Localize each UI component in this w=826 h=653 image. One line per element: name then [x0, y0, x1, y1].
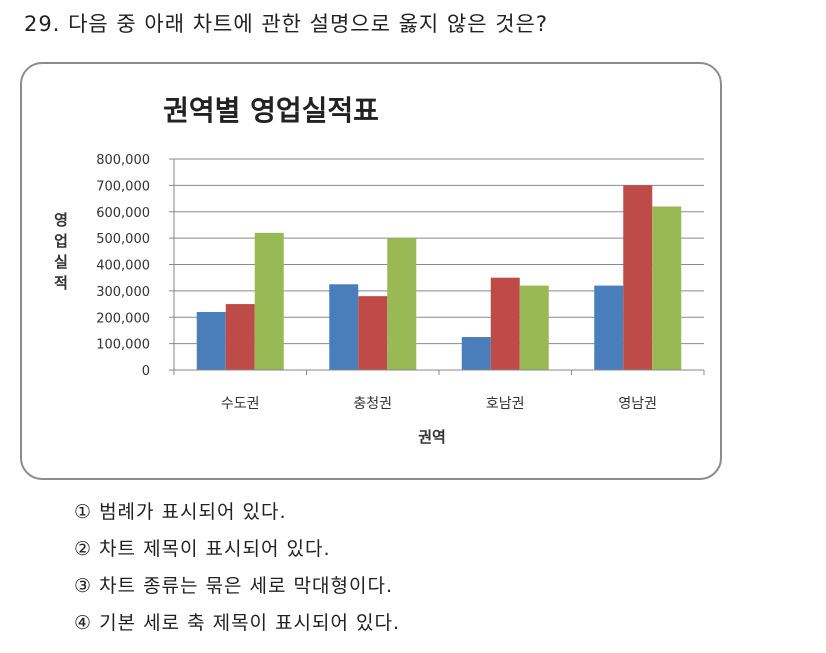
choice-2[interactable]: ② 차트 제목이 표시되어 있다. — [74, 538, 331, 560]
chart-title: 권역별 영업실적표 — [163, 94, 379, 127]
y-tick-label: 400,000 — [96, 259, 150, 274]
bar-series1-1 — [196, 311, 226, 370]
bar-series2-3 — [490, 277, 520, 370]
bar-series3-2 — [387, 238, 417, 370]
x-category-label: 수도권 — [221, 396, 260, 412]
choice-3[interactable]: ③ 차트 종류는 묶은 세로 막대형이다. — [74, 575, 393, 597]
y-tick-label: 300,000 — [96, 285, 150, 300]
x-axis-title: 권역 — [418, 428, 446, 446]
x-category-label: 호남권 — [486, 396, 525, 412]
bar-series2-4 — [623, 185, 653, 370]
choice-4[interactable]: ④ 기본 세로 축 제목이 표시되어 있다. — [74, 612, 401, 634]
bar-series3-3 — [519, 285, 549, 370]
bar-series1-2 — [329, 284, 359, 370]
chart-frame — [20, 62, 722, 480]
y-axis-title-char: 적 — [54, 274, 68, 292]
y-tick-label: 200,000 — [96, 311, 150, 326]
bar-series3-4 — [652, 206, 682, 370]
y-tick-label: 100,000 — [96, 338, 150, 353]
y-tick-label: 0 — [142, 364, 150, 379]
y-axis-title-char: 실 — [54, 253, 68, 271]
y-tick-label: 500,000 — [96, 232, 150, 247]
y-axis-title-char: 업 — [54, 232, 68, 250]
choice-1[interactable]: ① 범례가 표시되어 있다. — [74, 501, 287, 523]
x-category-label: 영남권 — [618, 396, 657, 412]
bar-series3-1 — [254, 232, 284, 370]
answer-choices: ① 범례가 표시되어 있다. ② 차트 제목이 표시되어 있다. ③ 차트 종류… — [74, 498, 400, 646]
y-axis-title-char: 영 — [54, 211, 68, 229]
y-tick-label: 800,000 — [96, 153, 150, 168]
bar-chart: 권역별 영업실적표 0 100,000 200,000 300,000 400,000 5… — [96, 94, 705, 446]
bar-series2-2 — [358, 296, 388, 370]
y-tick-label: 700,000 — [96, 179, 150, 194]
bar-series2-1 — [225, 304, 255, 370]
question-text: 29. 다음 중 아래 차트에 관한 설명으로 옳지 않은 것은? — [24, 12, 549, 36]
y-tick-label: 600,000 — [96, 206, 150, 221]
x-category-label: 충청권 — [353, 396, 392, 412]
bar-series1-3 — [461, 337, 491, 370]
bar-series1-4 — [594, 285, 624, 370]
